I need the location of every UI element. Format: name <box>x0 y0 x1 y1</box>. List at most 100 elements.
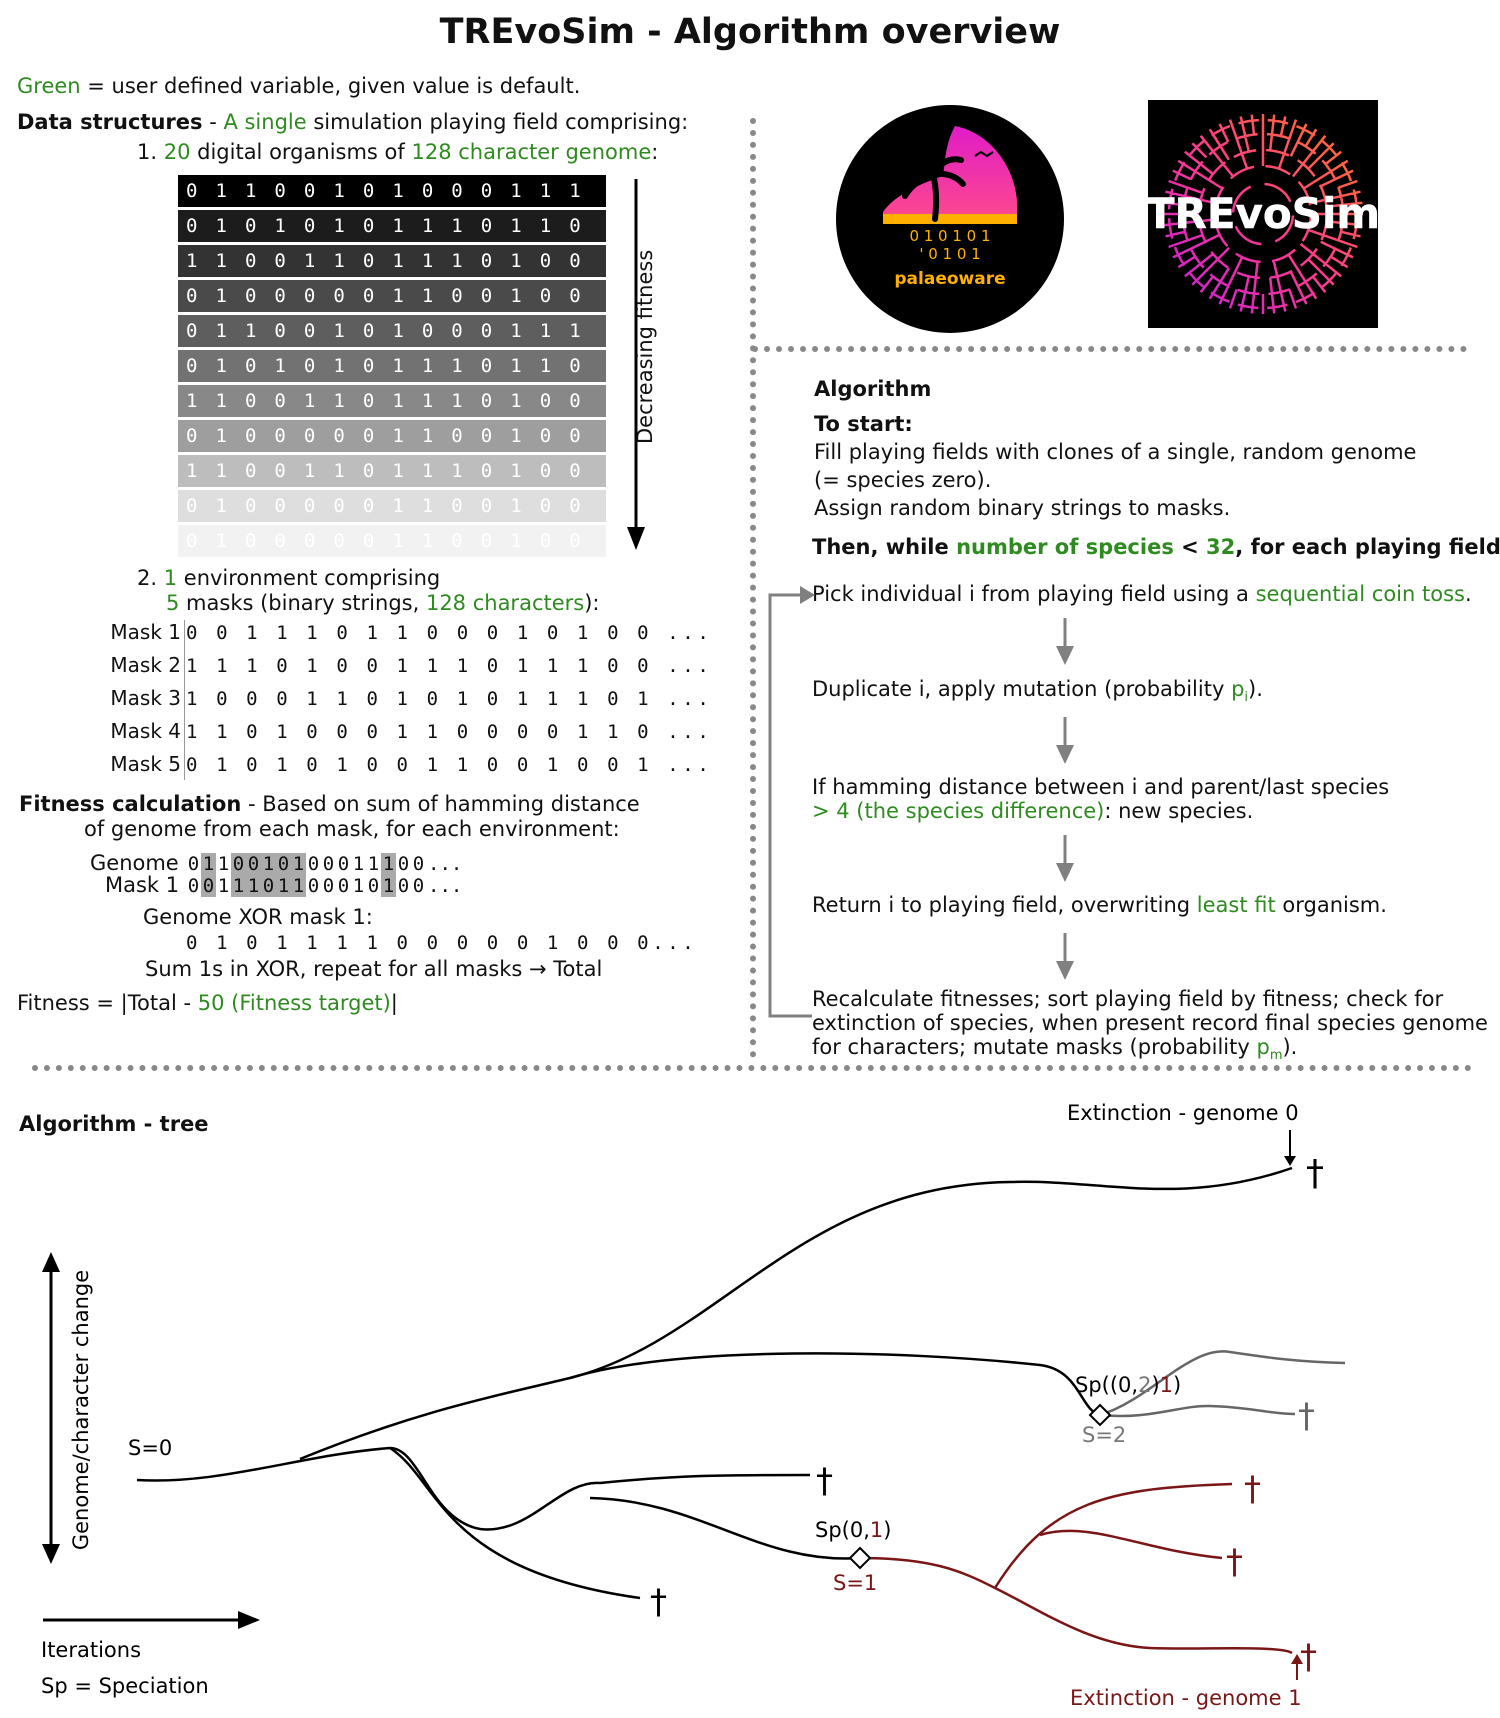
compare-mask-bits: 0 0 1 1 1 0 1 1 0 0 0 1 0 1 0 0... <box>186 875 462 897</box>
right-separator <box>752 346 1467 352</box>
fitness-end: | <box>390 991 398 1015</box>
fitness-formula: Fitness = |Total - 50 (Fitness target)| <box>17 991 398 1015</box>
page-title: TREvoSim - Algorithm overview <box>439 12 1061 52</box>
step5-end: ). <box>1282 1035 1298 1059</box>
start-line-2: (= species zero). <box>814 468 992 492</box>
palaeo-bits-2: ' 0 1 0 1 <box>919 245 980 263</box>
compare-bit: 1 <box>352 853 365 875</box>
species-count-var: number of species <box>956 535 1174 559</box>
compare-bit: 1 <box>246 875 261 897</box>
mask-label: Mask 1 <box>110 620 181 644</box>
item2b-mid: masks (binary strings, <box>179 591 426 615</box>
lineage-species-2 <box>1099 1350 1346 1418</box>
single-var: A single <box>223 110 307 134</box>
y-axis-label: Genome/character change <box>69 1270 93 1550</box>
compare-bit: 0 <box>322 875 335 897</box>
tree-heading: Algorithm - tree <box>19 1112 209 1136</box>
mask-label: Mask 2 <box>110 653 181 677</box>
lineage-species-0 <box>136 1166 1293 1600</box>
mask-bits: 1 0 0 0 1 1 0 1 0 1 0 1 1 1 0 1 ... <box>186 688 713 710</box>
item2-num: 2. <box>137 566 164 590</box>
item1-end: : <box>651 140 659 164</box>
step2-pre: Duplicate i, apply mutation (probability <box>812 677 1232 701</box>
extinction-label-1: Extinction - genome 1 <box>1070 1686 1302 1710</box>
compare-bit: 0 <box>307 853 320 875</box>
then-mid: < <box>1173 535 1207 559</box>
sp01-label: Sp(0,1) <box>815 1518 891 1542</box>
environment-count: 1 <box>163 566 178 590</box>
item1-mid: digital organisms of <box>190 140 412 164</box>
mask-label: Mask 4 <box>110 719 181 743</box>
extinction-marker: † <box>1300 1637 1317 1677</box>
mask-divider <box>184 620 185 780</box>
extinction-label-0: Extinction - genome 0 <box>1067 1101 1299 1125</box>
sp01-red: 1 <box>870 1518 883 1542</box>
compare-bit: 0 <box>397 875 410 897</box>
genome-row: 0 1 1 0 0 1 0 1 0 0 0 1 1 1 0 0 ... <box>178 315 606 374</box>
compare-bit: 1 <box>217 875 230 897</box>
step1-pre: Pick individual i from playing field usi… <box>812 582 1256 606</box>
fitness-arrow <box>627 179 645 550</box>
mask-label: Mask 5 <box>110 752 181 776</box>
xor-label: Genome XOR mask 1: <box>143 905 373 929</box>
speciation-node-1 <box>848 1546 872 1570</box>
compare-bit: 0 <box>397 853 410 875</box>
pi-subscript: i <box>1244 690 1249 706</box>
item2b-text: 5 masks (binary strings, 128 characters)… <box>166 591 600 615</box>
step3-end: : new species. <box>1104 799 1254 823</box>
fitness-pre: Fitness = | <box>17 991 128 1015</box>
then-end: , for each playing field: <box>1235 535 1500 559</box>
trevosim-logo: TREvoSim <box>1148 100 1378 328</box>
step2-end: ). <box>1248 677 1263 701</box>
step1-end: . <box>1464 582 1472 606</box>
algorithm-arrows <box>768 586 1074 1018</box>
sp01-end: ) <box>883 1518 891 1542</box>
vertical-separator <box>750 118 756 1058</box>
step-recalc-1: Recalculate fitnesses; sort playing fiel… <box>812 987 1444 1011</box>
coin-toss-var: sequential coin toss <box>1255 582 1465 606</box>
genome-length: 128 character genome <box>411 140 652 164</box>
algorithm-heading: Algorithm <box>814 377 932 401</box>
genome-row: 1 1 0 0 1 1 0 1 1 1 0 1 0 0 0 0 ... <box>178 455 606 514</box>
compare-bit: 0 <box>307 875 320 897</box>
mask-bits: 0 1 0 1 0 1 0 0 1 1 0 0 1 0 0 1 ... <box>186 754 713 776</box>
then-line: Then, while number of species < 32, for … <box>812 535 1500 559</box>
speciation-note: Sp = Speciation <box>41 1674 209 1698</box>
sp01-pre: Sp(0, <box>815 1518 870 1542</box>
trevosim-word: TREvoSim <box>1148 189 1378 238</box>
compare-bit: 1 <box>261 853 276 875</box>
compare-bit: 1 <box>367 853 380 875</box>
item1-num: 1. <box>137 140 164 164</box>
radial-tree-branches <box>1163 114 1363 314</box>
fitness-target: 50 (Fitness target) <box>197 991 391 1015</box>
step-recalc-3: for characters; mutate masks (probabilit… <box>812 1035 1297 1063</box>
step5-pre: for characters; mutate masks (probabilit… <box>812 1035 1257 1059</box>
genome-row: 0 1 0 0 0 0 0 1 1 0 0 1 0 0 0 0 ... <box>178 490 606 549</box>
legend-note: Green = user defined variable, given val… <box>17 74 580 98</box>
extinction-marker: † <box>650 1582 667 1622</box>
compare-mask-label: Mask 1 <box>105 873 180 897</box>
pm-symbol: p <box>1256 1035 1270 1059</box>
data-structures-rest: simulation playing field comprising: <box>306 110 689 134</box>
item1-text: 1. 20 digital organisms of 128 character… <box>137 140 658 164</box>
sum-text: Sum 1s in XOR, repeat for all masks → To… <box>145 957 603 981</box>
compare-bit: 0 <box>322 853 335 875</box>
fitness-calc-line2: of genome from each mask, for each envir… <box>84 817 620 841</box>
item2b-end: ): <box>584 591 600 615</box>
extinction-marker: † <box>1244 1469 1261 1509</box>
compare-bit: 0 <box>337 853 350 875</box>
palaeoware-logo: 0 1 0 1 0 1 ' 0 1 0 1 palaeoware <box>836 105 1064 333</box>
genome-row: 1 1 0 0 1 1 0 1 1 1 0 1 0 0 0 0 ... <box>178 245 606 304</box>
mask-mutation-var: pm <box>1256 1035 1282 1063</box>
compare-bit: 1 <box>291 853 306 875</box>
item2-rest: environment comprising <box>177 566 441 590</box>
extinction-marker: † <box>1298 1396 1315 1436</box>
s2-label: S=2 <box>1082 1423 1126 1447</box>
compare-bit: 1 <box>217 853 230 875</box>
compare-bit: 1 <box>381 875 396 897</box>
sp021-label: Sp((0,2)1) <box>1075 1373 1181 1397</box>
legend-rest: = user defined variable, given value is … <box>80 74 581 98</box>
s1-label: S=1 <box>833 1571 877 1595</box>
fitness-calc-title: Fitness calculation <box>19 792 242 816</box>
sp021-pre: Sp((0, <box>1075 1373 1138 1397</box>
